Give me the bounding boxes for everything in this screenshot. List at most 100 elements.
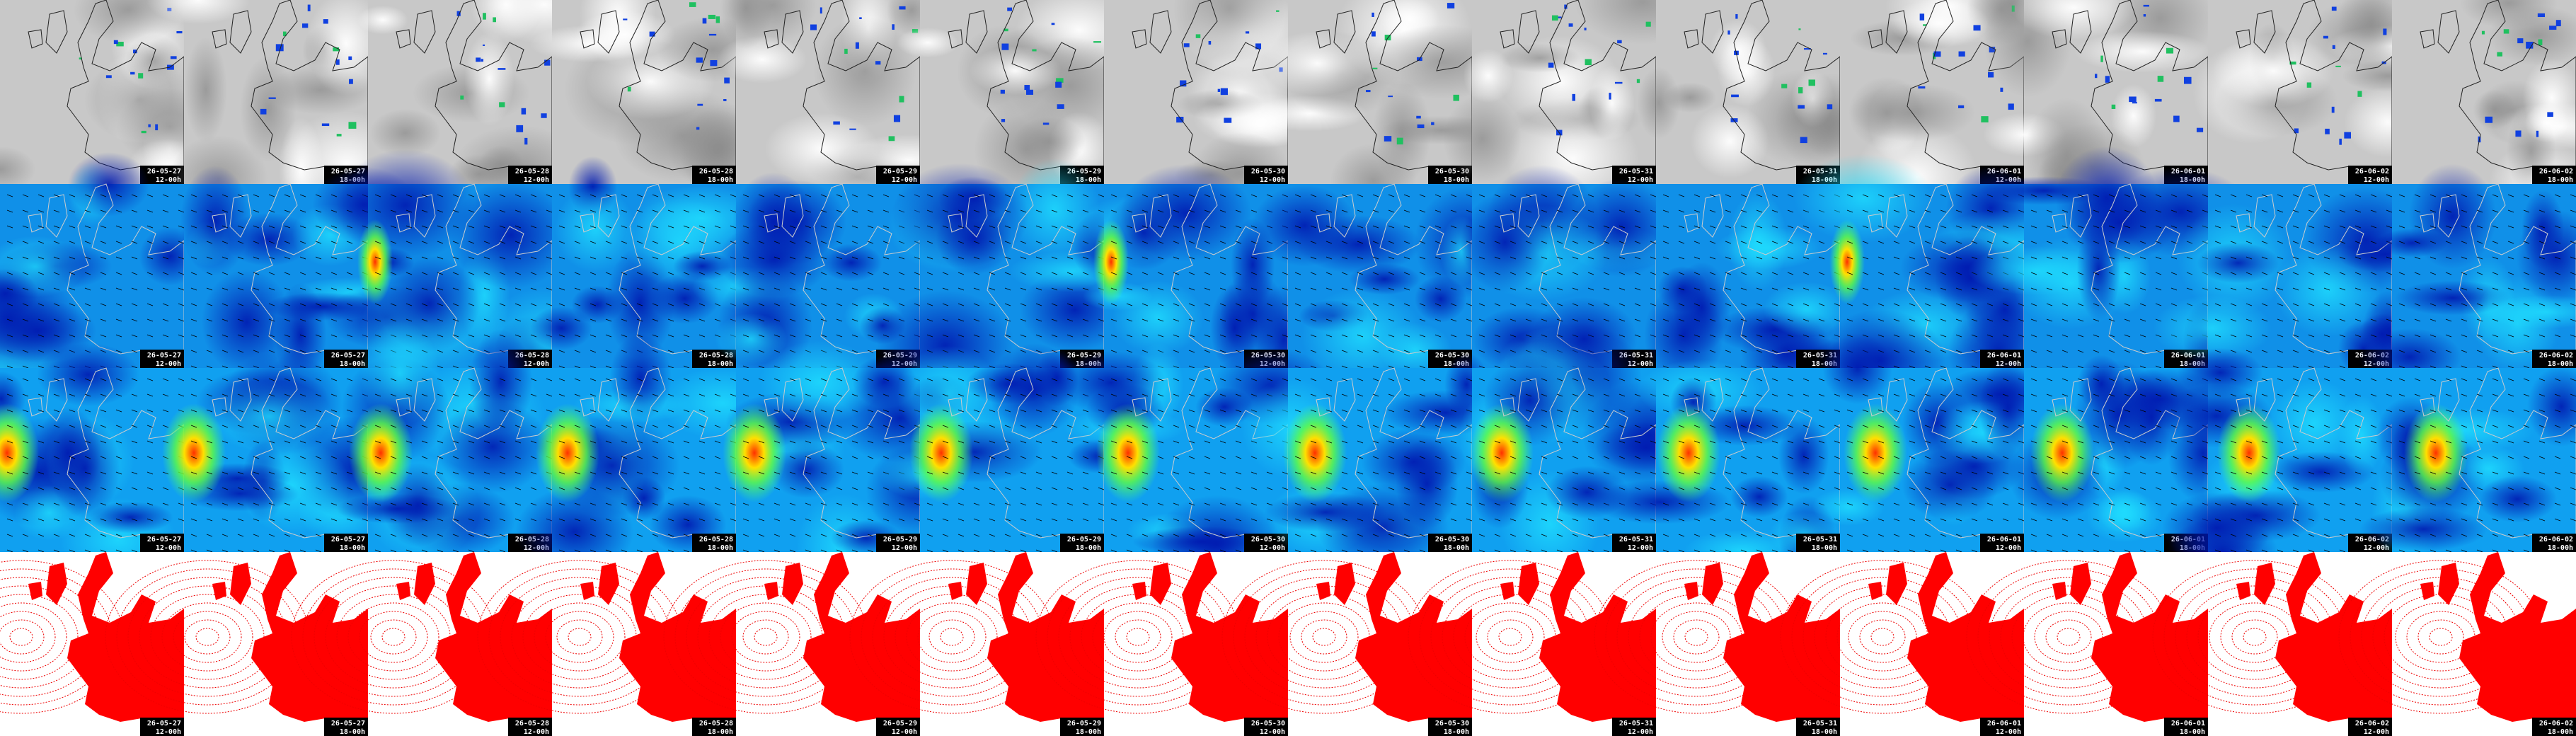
- wind-arrow: [714, 241, 721, 244]
- wind-arrow: [1126, 225, 1133, 229]
- wind-arrow: [284, 287, 291, 291]
- wind-arrow: [499, 209, 506, 213]
- wind-arrow: [1756, 209, 1763, 213]
- precip-cell: [1727, 30, 1730, 35]
- wind-arrow: [2139, 303, 2146, 306]
- wind-arrow: [1372, 303, 1379, 306]
- precip-cell: [1396, 137, 1403, 145]
- wind-arrow: [1556, 225, 1563, 229]
- wind-arrow: [315, 350, 322, 353]
- wind-arrow: [1662, 225, 1669, 229]
- wind-arrow: [346, 272, 353, 275]
- wind-arrow: [1204, 303, 1211, 306]
- wind-arrow: [1603, 303, 1610, 306]
- wind-arrow: [851, 256, 858, 260]
- wind-arrow: [1756, 318, 1763, 322]
- precip-cell: [336, 134, 342, 137]
- wind-arrow: [1940, 272, 1947, 275]
- wind-arrow: [1110, 334, 1117, 338]
- wind-arrow: [867, 209, 874, 213]
- wind-arrow: [636, 241, 643, 244]
- wind-arrow: [558, 241, 565, 244]
- wind-arrow: [667, 209, 674, 213]
- precip-cell: [483, 13, 486, 20]
- wind-arrow: [222, 365, 229, 369]
- wind-arrow: [530, 241, 537, 244]
- wind-arrow: [1020, 334, 1027, 338]
- wind-arrow: [1771, 256, 1778, 260]
- wind-arrow: [742, 225, 749, 229]
- wind-arrow: [1787, 225, 1794, 229]
- wind-arrow: [1051, 209, 1058, 213]
- wind-arrow: [758, 334, 765, 338]
- wind-arrow: [1341, 225, 1348, 229]
- wind-arrow: [958, 287, 965, 291]
- wind-arrow: [1478, 272, 1485, 275]
- field-blob: [2376, 228, 2448, 258]
- wind-arrow: [1694, 209, 1701, 213]
- wind-arrow: [1603, 256, 1610, 260]
- wind-arrow: [2077, 256, 2084, 260]
- wind-arrow: [1357, 287, 1364, 291]
- precip-cell: [2095, 74, 2098, 79]
- wind-arrow: [1478, 350, 1485, 353]
- wind-arrow: [1466, 194, 1473, 197]
- wind-arrow: [973, 303, 980, 306]
- wind-arrow: [1678, 272, 1685, 275]
- wind-arrow: [2108, 241, 2115, 244]
- wind-arrow: [222, 209, 229, 213]
- time-label: 12-00h: [156, 544, 181, 552]
- field-blob: [2359, 507, 2488, 551]
- precip-cell: [460, 95, 464, 100]
- wind-arrow: [100, 334, 107, 338]
- wind-arrow: [546, 225, 553, 229]
- wind-arrow: [69, 272, 76, 275]
- precip-cell: [2143, 4, 2149, 7]
- wind-arrow: [437, 272, 444, 275]
- wind-arrow: [1740, 318, 1747, 322]
- precip-cell: [2481, 30, 2485, 35]
- wind-arrow: [1020, 209, 1027, 213]
- wind-arrow: [146, 241, 154, 244]
- wind-arrow: [1326, 334, 1333, 338]
- wind-arrow: [942, 272, 949, 275]
- wind-arrow: [558, 225, 565, 229]
- wind-arrow: [1357, 256, 1364, 260]
- wind-arrow: [1694, 350, 1701, 353]
- wind-arrow: [1126, 334, 1133, 338]
- wind-arrow: [222, 350, 229, 353]
- field-blob: [554, 186, 636, 272]
- wind-arrow: [1494, 318, 1501, 322]
- precip-cell: [1372, 67, 1378, 69]
- wind-arrow: [1662, 318, 1669, 322]
- precip-cell: [166, 64, 174, 70]
- date-label: 26-05-28: [699, 352, 733, 360]
- wind-arrow: [2062, 225, 2069, 229]
- wind-arrow: [1771, 209, 1778, 213]
- precip-cell: [2183, 76, 2192, 84]
- time-label: 12-00h: [156, 360, 181, 368]
- precip-cell: [155, 124, 159, 131]
- wind-arrow: [958, 225, 965, 229]
- wind-arrow: [2062, 272, 2069, 275]
- wind-arrow: [1357, 350, 1364, 353]
- wind-arrow: [100, 272, 107, 275]
- precip-cell: [1220, 88, 1228, 96]
- precip-cell: [1431, 122, 1434, 125]
- wind-arrow: [1219, 334, 1226, 338]
- wind-arrow: [1634, 241, 1641, 244]
- wind-arrow: [330, 209, 338, 213]
- wind-arrow: [190, 318, 197, 322]
- wind-arrow: [714, 225, 721, 229]
- wind-arrow: [468, 209, 475, 213]
- wind-arrow: [683, 365, 690, 369]
- wind-arrow: [1955, 194, 1962, 197]
- precip-cell: [1007, 7, 1013, 11]
- wind-arrow: [758, 318, 765, 322]
- wind-arrow: [1250, 272, 1258, 275]
- precip-cell: [2538, 39, 2543, 45]
- wind-arrow: [1082, 318, 1089, 322]
- wind-arrow: [1235, 225, 1242, 229]
